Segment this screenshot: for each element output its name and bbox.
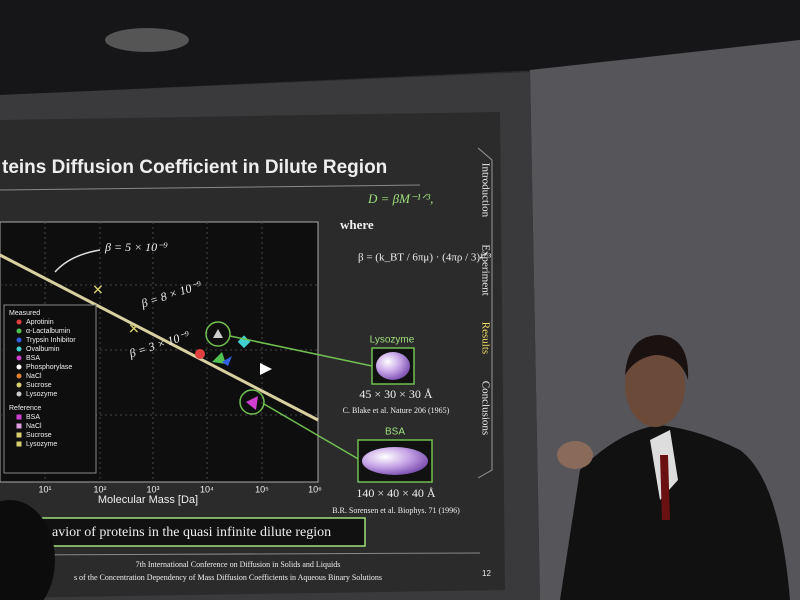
slide-title: teins Diffusion Coefficient in Dilute Re… — [2, 157, 387, 178]
marker — [246, 396, 258, 410]
legend-label: Phosphorylase — [26, 364, 72, 371]
presenter-head — [625, 343, 685, 427]
legend-label: Sucrose — [26, 432, 52, 439]
x-tick-label: 10⁵ — [255, 484, 269, 494]
ceiling-light — [105, 28, 189, 52]
highlight — [239, 389, 265, 415]
marker — [212, 352, 226, 364]
tie — [660, 455, 670, 520]
legend-label: BSA — [26, 355, 40, 362]
marker — [260, 363, 272, 375]
tab-border — [477, 147, 493, 479]
marker: ✕ — [128, 321, 140, 337]
x-tick-label: 10³ — [146, 484, 159, 494]
footer-line: s of the Concentration Dependency of Mas… — [74, 573, 382, 582]
formula: D = βM⁻¹ᐟ³, — [367, 191, 433, 206]
hand — [557, 441, 593, 469]
legend-items: Measured Aprotinin α-Lactalbumin Trypsin In… — [9, 310, 76, 448]
legend-heading: Reference — [9, 405, 41, 412]
legend-label: NaCl — [26, 423, 42, 430]
ceiling — [0, 0, 800, 95]
highlight — [205, 321, 231, 347]
tab: Introduction — [479, 163, 491, 218]
legend-label: Lysozyme — [26, 391, 57, 398]
tab: Results — [479, 322, 491, 354]
tab: Conclusions — [479, 381, 491, 435]
inset-size: 45 × 30 × 30 Å — [359, 387, 433, 401]
beta-label: β = 5 × 10⁻⁹ — [104, 240, 168, 254]
citation: C. Blake et al. Nature 206 (1965) — [343, 406, 450, 415]
tab: Experiment — [479, 244, 491, 295]
legend-marker — [16, 391, 22, 397]
molecule — [376, 352, 410, 380]
legend-label: Sucrose — [26, 382, 52, 389]
footer-rule — [0, 552, 481, 556]
marker — [222, 356, 232, 366]
legend-label: Trypsin Inhibitor — [26, 337, 76, 344]
marker — [195, 349, 205, 359]
legend-label: NaCl — [26, 373, 42, 380]
annotation-arrow — [54, 249, 101, 273]
legend-label: Ovalbumin — [26, 346, 60, 353]
legend-marker — [16, 319, 22, 325]
conclusion-box — [39, 517, 366, 547]
beta-formula: β = (k_BT / 6πμ) · (4πρ / 3)¹ᐟ³ — [358, 252, 492, 264]
x-tick-label: 10⁴ — [200, 484, 214, 494]
hair — [625, 335, 689, 380]
inset-size: 140 × 40 × 40 Å — [356, 486, 436, 500]
legend-marker — [16, 414, 22, 420]
legend-label: Aprotinin — [26, 319, 54, 326]
marker: ✕ — [92, 282, 104, 298]
x-tick-label: 10² — [93, 484, 106, 494]
inset-title: Lysozyme — [370, 335, 415, 346]
presenter-body — [560, 425, 790, 600]
legend-marker — [16, 441, 22, 447]
x-tick-label: 10⁶ — [308, 484, 322, 494]
conclusion: avior of proteins in the quasi infinite … — [52, 525, 331, 540]
legend-label: α-Lactalbumin — [26, 328, 70, 335]
legend-marker — [16, 337, 22, 343]
audience-head — [0, 500, 55, 600]
legend-label: Lysozyme — [26, 441, 57, 448]
legend-heading: Measured — [9, 310, 40, 317]
legend-marker — [16, 328, 22, 334]
title-rule — [0, 184, 421, 191]
legend-marker — [16, 432, 22, 438]
x-tick-label: 10¹ — [38, 484, 51, 494]
connector — [229, 335, 373, 367]
connector — [263, 403, 361, 461]
where: where — [340, 217, 374, 232]
inset-title: BSA — [385, 427, 405, 438]
legend-marker — [16, 355, 22, 361]
legend-marker — [16, 423, 22, 429]
marker — [213, 329, 223, 338]
legend-marker — [16, 364, 22, 370]
x-axis-label: Molecular Mass [Da] — [98, 494, 198, 506]
citation: B.R. Sorensen et al. Biophys. 71 (1996) — [332, 506, 460, 515]
page-number: 12 — [482, 569, 491, 578]
fit-line — [0, 253, 319, 422]
molecule — [362, 447, 428, 475]
footer-line: 7th International Conference on Diffusio… — [136, 560, 341, 569]
legend-marker — [16, 373, 22, 379]
legend-label: BSA — [26, 414, 40, 421]
legend-marker — [16, 382, 22, 388]
legend-marker — [16, 346, 22, 352]
